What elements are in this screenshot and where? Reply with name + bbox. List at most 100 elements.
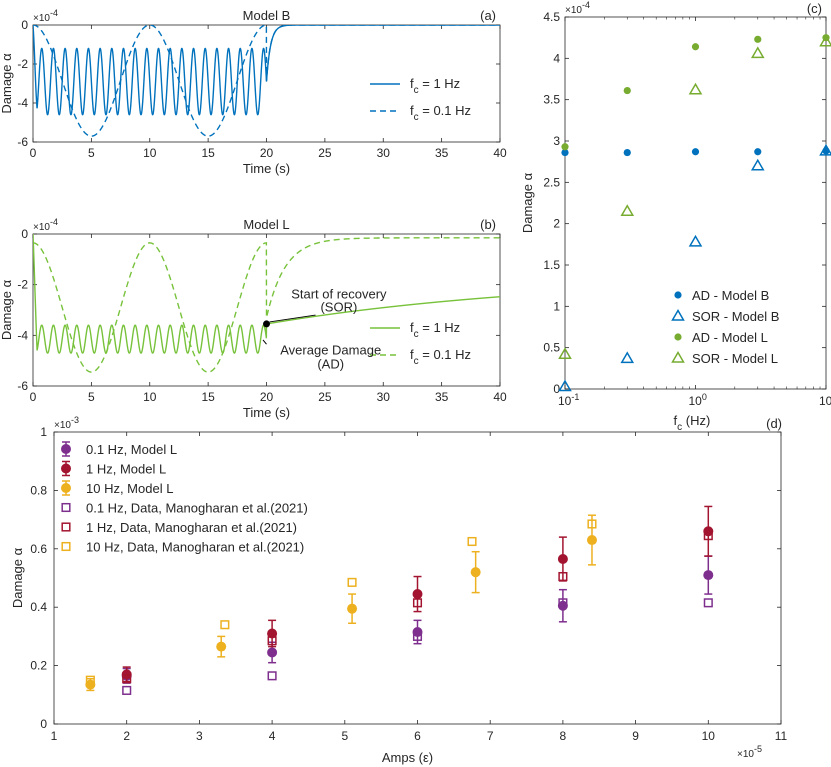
x-axis-label-rest: (Hz) bbox=[682, 413, 710, 428]
legend-label-1-main: f bbox=[410, 347, 414, 362]
x-tick-label: 5 bbox=[341, 729, 348, 743]
legend-marker-0 bbox=[61, 444, 71, 454]
y-tick-label: -2 bbox=[17, 278, 28, 292]
data-point-5 bbox=[220, 620, 230, 630]
legend-label-4: 1 Hz, Data, Manogharan et al.(2021) bbox=[86, 520, 297, 535]
data-point-3 bbox=[558, 598, 568, 608]
legend-label-0-main: f bbox=[410, 320, 414, 335]
x-tick-label: 6 bbox=[414, 729, 421, 743]
panel-label: (b) bbox=[480, 217, 496, 232]
legend-label-1-main: f bbox=[410, 103, 414, 118]
panel-label: (c) bbox=[807, 1, 822, 16]
y-exponent: ×10-4 bbox=[565, 0, 590, 16]
x-tick-label: 25 bbox=[318, 390, 332, 404]
legend-marker-2 bbox=[674, 333, 682, 341]
x-tick-label-base: 10 bbox=[689, 394, 703, 408]
x-tick-label: 5 bbox=[88, 390, 95, 404]
y-tick-label: 0 bbox=[21, 227, 28, 241]
data-point-1 bbox=[688, 234, 703, 247]
legend-marker-5 bbox=[61, 541, 71, 552]
legend-label-1-sub: c bbox=[414, 356, 419, 367]
data-point-4 bbox=[122, 674, 132, 684]
y-axis-label: Damage α bbox=[520, 172, 535, 233]
y-tick-label: -4 bbox=[17, 328, 28, 342]
x-exponent-power: -5 bbox=[754, 744, 762, 754]
legend-label-0-main: f bbox=[410, 76, 414, 91]
data-point-2 bbox=[216, 641, 227, 652]
x-tick-label: 35 bbox=[435, 146, 449, 160]
x-tick-label-power: -1 bbox=[571, 392, 579, 402]
data-point-1 bbox=[557, 554, 568, 565]
panel-c: 00.511.522.533.544.510-1100101×10-4(c)fc… bbox=[520, 0, 831, 433]
y-exponent-base: ×10 bbox=[33, 222, 50, 233]
data-point-1 bbox=[558, 379, 572, 392]
y-tick-label: 2 bbox=[553, 217, 560, 231]
annotation-ad-2: (AD) bbox=[317, 356, 344, 371]
legend-label-0: AD - Model B bbox=[692, 288, 769, 303]
legend-marker-0 bbox=[674, 291, 682, 299]
x-tick-label: 15 bbox=[201, 146, 215, 160]
legend-label-5: 10 Hz, Data, Manogharan et al.(2021) bbox=[86, 540, 304, 555]
y-exponent-power: -3 bbox=[71, 415, 79, 425]
legend-label-1: fc = 0.1 Hz bbox=[410, 103, 471, 123]
legend-label-1-rest: = 0.1 Hz bbox=[419, 347, 471, 362]
y-tick-label: -4 bbox=[17, 96, 28, 110]
data-point-5 bbox=[467, 536, 477, 547]
series-line-0 bbox=[33, 25, 500, 116]
data-point-1 bbox=[267, 628, 278, 639]
x-tick-label: 10 bbox=[702, 729, 716, 743]
annotation-ad: Average Damage bbox=[280, 342, 381, 357]
y-tick-label: 3.5 bbox=[543, 93, 560, 107]
y-tick-label: 0.2 bbox=[30, 659, 47, 673]
legend-marker-1 bbox=[671, 309, 685, 321]
legend-marker-2 bbox=[61, 483, 71, 493]
y-tick-label: 1 bbox=[40, 425, 47, 439]
x-tick-label: 1 bbox=[51, 729, 58, 743]
y-tick-label: 2.5 bbox=[543, 175, 560, 189]
panel-a: 0 5 10 15 20 25 30 35 40-6-4-20 ×10-4 Model B (a)Ti… bbox=[0, 8, 507, 176]
data-point-3 bbox=[819, 34, 831, 47]
data-point-0 bbox=[691, 148, 700, 156]
data-point-1 bbox=[620, 351, 635, 364]
data-point-0 bbox=[623, 148, 631, 157]
data-point-0 bbox=[561, 148, 569, 157]
x-tick-label: 5 bbox=[88, 146, 95, 160]
x-tick-label-base: 10 bbox=[558, 394, 572, 408]
series-line-1 bbox=[33, 237, 500, 373]
legend-label-0: fc = 1 Hz bbox=[410, 320, 460, 340]
legend-label-0-rest: = 1 Hz bbox=[419, 320, 461, 335]
legend-marker-1 bbox=[61, 463, 71, 474]
x-tick-label: 30 bbox=[377, 146, 391, 160]
y-exponent: ×10-4 bbox=[33, 217, 58, 233]
x-tick-label: 8 bbox=[560, 729, 567, 743]
legend-marker-3 bbox=[61, 502, 71, 513]
y-exponent: ×10-4 bbox=[33, 8, 58, 24]
data-point-3 bbox=[620, 204, 635, 217]
y-exponent-base: ×10 bbox=[33, 13, 50, 24]
x-tick-label: 7 bbox=[487, 729, 494, 743]
y-exponent-base: ×10 bbox=[565, 5, 582, 16]
x-axis-label-sub: c bbox=[677, 422, 682, 433]
x-tick-label: 2 bbox=[123, 729, 130, 743]
data-point-3 bbox=[688, 82, 703, 95]
data-point-5 bbox=[587, 519, 597, 529]
y-tick-label: 0 bbox=[553, 382, 560, 396]
y-tick-label: 4 bbox=[553, 51, 560, 65]
legend-label-2: 10 Hz, Model L bbox=[86, 481, 173, 496]
y-tick-label: 1 bbox=[553, 299, 560, 313]
x-axis-label: fc (Hz) bbox=[674, 413, 711, 433]
data-point-5 bbox=[85, 675, 95, 685]
data-point-0 bbox=[754, 148, 762, 156]
x-tick-label: 40 bbox=[493, 390, 507, 404]
legend-label-0-sub: c bbox=[414, 85, 419, 96]
data-point-3 bbox=[703, 598, 713, 608]
x-tick-label: 9 bbox=[632, 729, 639, 743]
y-tick-label: -6 bbox=[17, 379, 28, 393]
y-axis-label: Damage α bbox=[0, 279, 14, 340]
legend-label-1: 1 Hz, Model L bbox=[86, 462, 166, 477]
data-point-4 bbox=[412, 598, 423, 608]
x-tick-label: 101 bbox=[819, 392, 831, 408]
x-tick-label: 15 bbox=[201, 390, 215, 404]
x-tick-label: 20 bbox=[260, 390, 274, 404]
legend-label-2: AD - Model L bbox=[692, 330, 768, 345]
